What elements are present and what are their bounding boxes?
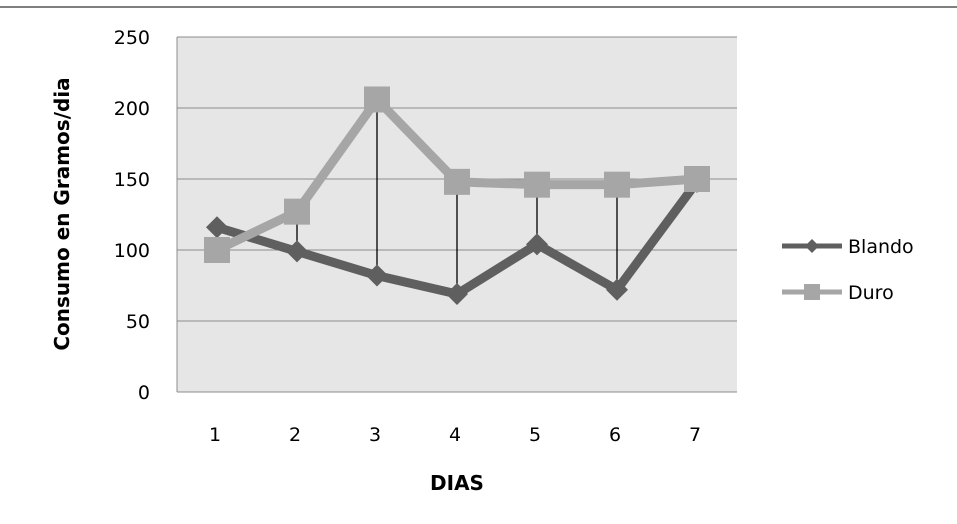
- data-point: [444, 168, 470, 195]
- x-tick-label: 4: [449, 424, 461, 446]
- x-tick-label: 6: [609, 424, 621, 446]
- x-axis-tick-labels: 1 2 3 4 5 6 7: [209, 424, 701, 446]
- series-group: [204, 86, 710, 306]
- y-tick-label: 200: [114, 98, 150, 120]
- data-point: [286, 240, 308, 263]
- x-tick-label: 3: [369, 424, 381, 446]
- x-axis-title: DIAS: [430, 471, 484, 495]
- x-tick-label: 2: [289, 424, 301, 446]
- data-point: [366, 264, 388, 287]
- data-point: [284, 198, 310, 225]
- y-axis-title: Consumo en Gramos/dia: [50, 77, 74, 350]
- data-point: [684, 166, 710, 192]
- x-tick-label: 7: [689, 424, 701, 446]
- legend-label: Blando: [848, 236, 914, 258]
- data-point: [524, 171, 550, 198]
- y-tick-label: 0: [138, 382, 150, 404]
- data-point: [604, 171, 630, 198]
- legend-marker: [805, 239, 819, 253]
- y-tick-label: 50: [126, 311, 150, 333]
- data-point: [364, 86, 390, 113]
- y-tick-label: 150: [114, 169, 150, 191]
- x-tick-label: 5: [529, 424, 541, 446]
- legend-label: Duro: [848, 282, 894, 304]
- legend: Blando Duro: [782, 236, 914, 304]
- y-tick-label: 100: [114, 240, 150, 262]
- data-point: [204, 237, 230, 263]
- y-axis-tick-labels: 0 50 100 150 200 250: [114, 27, 150, 404]
- data-point: [526, 233, 548, 256]
- data-point: [446, 283, 468, 306]
- data-point: [606, 278, 628, 301]
- y-tick-label: 250: [114, 27, 150, 49]
- series-duro: [204, 86, 710, 263]
- legend-marker: [804, 284, 820, 300]
- data-point: [206, 216, 228, 239]
- x-tick-label: 1: [209, 424, 221, 446]
